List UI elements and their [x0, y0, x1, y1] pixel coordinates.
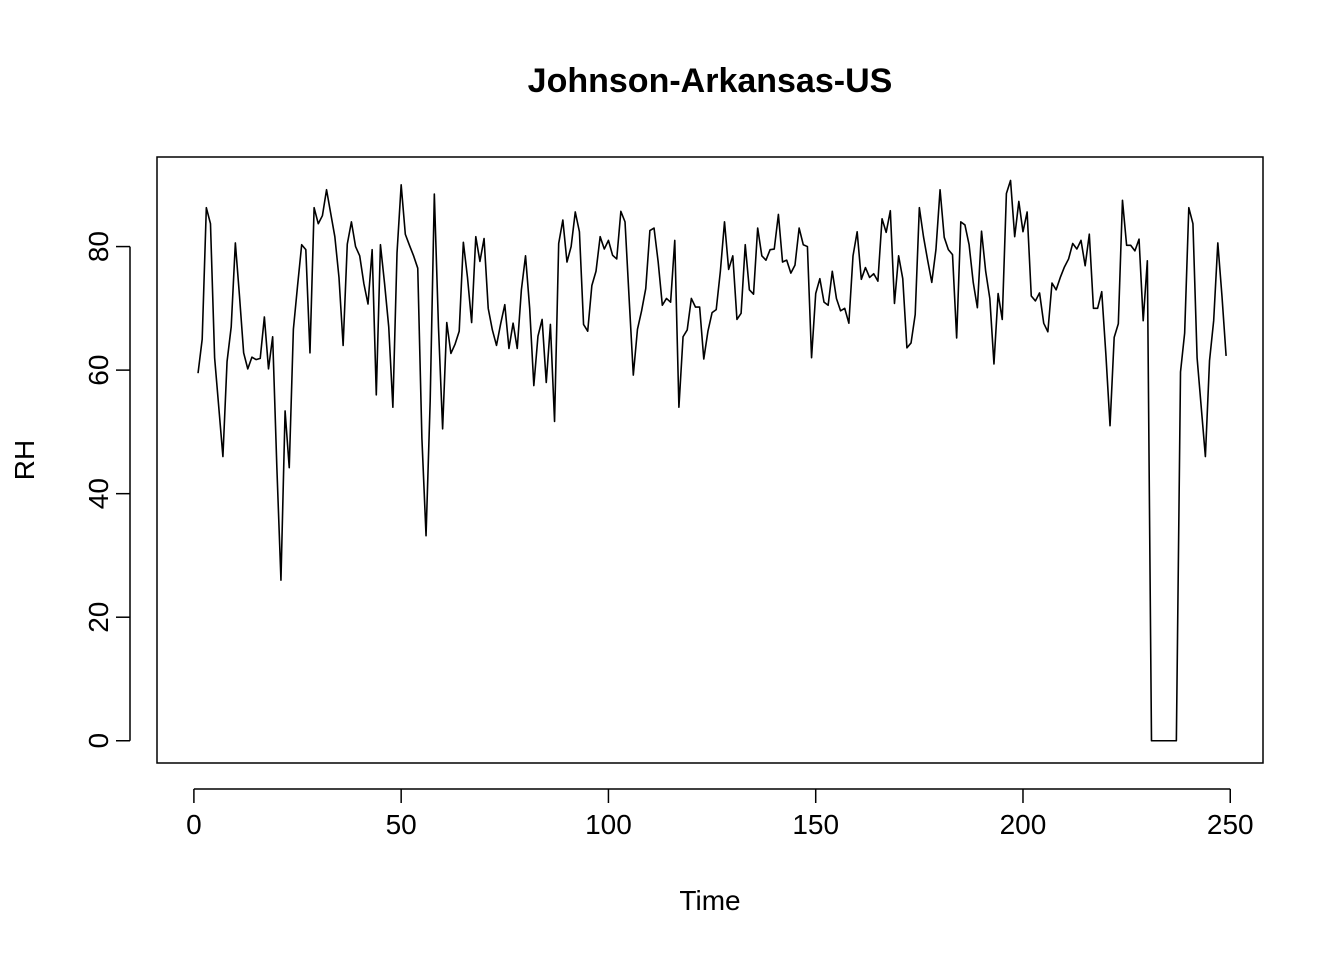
x-tick-label: 150: [792, 809, 839, 840]
y-tick-label: 80: [83, 231, 114, 262]
x-tick-label: 200: [1000, 809, 1047, 840]
chart-title: Johnson-Arkansas-US: [528, 62, 893, 100]
x-tick-label: 0: [186, 809, 202, 840]
y-tick-label: 40: [83, 478, 114, 509]
series-line: [197, 179, 1227, 742]
y-tick-label: 60: [83, 355, 114, 386]
y-tick-label: 20: [83, 602, 114, 633]
plot-frame: [156, 156, 1264, 764]
x-axis-label: Time: [679, 885, 740, 916]
x-tick-label: 100: [585, 809, 632, 840]
y-axis: 0 20 40 60 80: [83, 231, 131, 749]
y-tick-label: 0: [83, 733, 114, 749]
x-axis: 0 50 100 150 200 250: [186, 788, 1254, 840]
x-tick-label: 50: [386, 809, 417, 840]
x-tick-label: 250: [1207, 809, 1254, 840]
y-axis-label: RH: [9, 440, 40, 480]
